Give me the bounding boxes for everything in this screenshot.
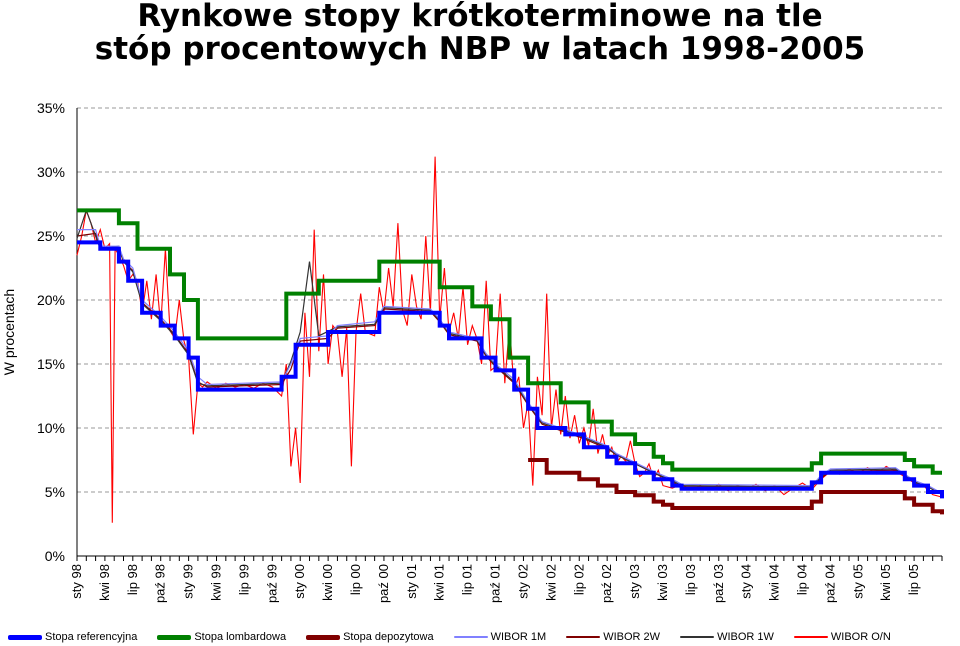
y-tick-label: 15% [37,356,65,372]
x-tick-label: sty 00 [292,564,307,599]
x-tick-label: kwi 04 [767,564,782,601]
y-axis-label: W procentach [1,289,17,375]
chart-title-line-2: stóp procentowych NBP w latach 1998-2005 [94,31,866,67]
x-tick-label: lip 01 [460,564,475,595]
x-tick-label: sty 98 [69,564,84,599]
x-tick-label: lip 99 [236,564,251,595]
legend-item: WIBOR 2W [566,631,660,643]
y-tick-label: 25% [37,228,65,244]
x-tick-label: kwi 01 [432,564,447,601]
legend-swatch [793,636,828,638]
x-tick-label: sty 04 [739,564,754,599]
legend-item: Stopa depozytowa [306,631,434,643]
x-tick-label: paź 02 [599,564,614,603]
legend-label: WIBOR O/N [830,631,891,643]
legend-label: Stopa lombardowa [194,631,287,643]
chart-plot: 0% 5% 10% 15% 20% 25% 30% 35% sty 98 kwi 98 lip 98… [1,100,944,603]
series-line-stopa-lombardowa [77,208,942,475]
x-tick-label: paź 99 [264,564,279,603]
x-tick-label: paź 04 [822,564,837,603]
chart-title-line-1: Rynkowe stopy krótkoterminowe na tle [137,0,823,34]
legend-item: Stopa referencyjna [8,631,137,643]
x-tick-label: sty 05 [850,564,865,599]
legend-swatch [306,634,341,640]
legend-item: WIBOR O/N [793,631,891,643]
x-tick-label: sty 99 [181,564,196,599]
legend-label: WIBOR 1M [490,631,547,643]
legend-swatch [8,634,42,640]
legend-label: WIBOR 2W [603,631,661,643]
x-tick-label: paź 00 [376,564,391,603]
x-tick-label: lip 05 [906,564,921,595]
x-tick-label: lip 03 [683,564,698,595]
y-tick-label: 30% [37,164,65,180]
x-tick-label: kwi 98 [97,564,112,601]
legend-item: Stopa lombardowa [157,631,286,643]
y-tick-label: 20% [37,292,65,308]
y-tick-label: 35% [37,100,65,116]
x-tick-label: lip 04 [794,564,809,595]
chart-title: Rynkowe stopy krótkoterminowe na tle stó… [0,0,960,66]
legend-swatch [680,636,715,638]
x-tick-label: kwi 05 [878,564,893,601]
x-tick-label: sty 01 [404,564,419,599]
x-tick-label: lip 98 [125,564,140,595]
legend-swatch [157,634,192,640]
legend-label: Stopa referencyjna [45,631,138,643]
legend-item: WIBOR 1W [680,631,774,643]
chart-legend: Stopa referencyjna Stopa lombardowa Stopa … [8,628,960,646]
y-tick-label: 5% [45,484,65,500]
y-tick-label: 10% [37,420,65,436]
legend-label: WIBOR 1W [717,631,774,643]
series-line-wibor-1m [77,229,943,494]
x-tick-label: kwi 00 [320,564,335,601]
x-tick-label: kwi 03 [655,564,670,601]
legend-swatch [453,636,488,638]
x-tick-label: paź 01 [488,564,503,603]
x-tick-label: paź 03 [711,564,726,603]
x-tick-label: kwi 02 [543,564,558,601]
legend-swatch [566,636,601,638]
legend-item: WIBOR 1M [453,631,547,643]
x-tick-label: lip 02 [571,564,586,595]
series-line-stopa-depozytowa [528,458,944,515]
series-line-stopa-referencyjna [77,240,944,499]
legend-label: Stopa depozytowa [343,631,434,643]
y-tick-label: 0% [45,548,65,564]
x-tick-label: sty 03 [627,564,642,599]
x-tick-label: paź 98 [153,564,168,603]
x-tick-label: lip 00 [348,564,363,595]
x-tick-label: kwi 99 [209,564,224,601]
x-tick-label: sty 02 [515,564,530,599]
